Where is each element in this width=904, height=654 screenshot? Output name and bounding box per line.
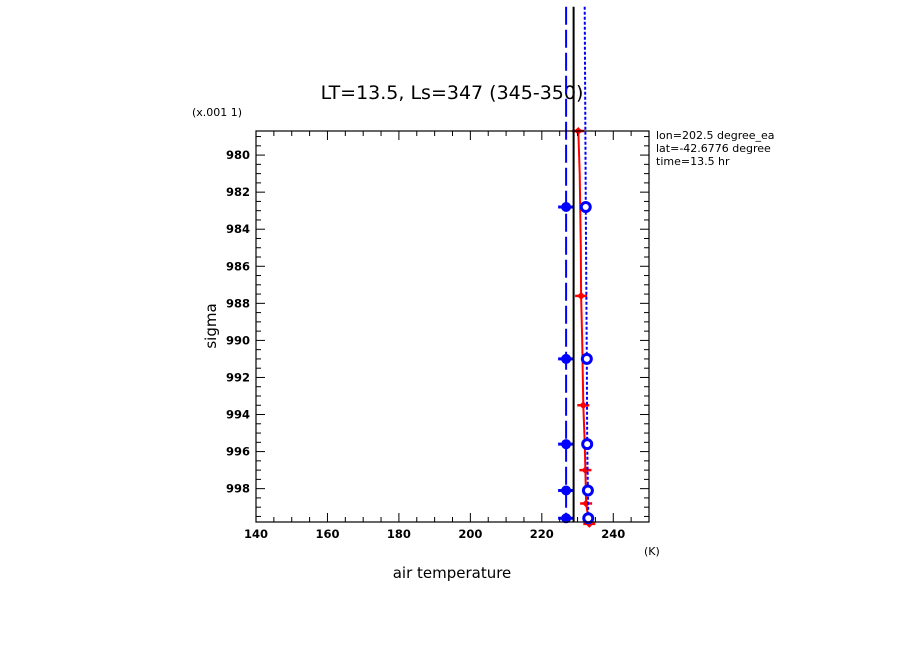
x-tick-label: 180 [387,527,411,541]
series-layer [558,6,596,528]
series-1-line [577,130,591,525]
series-4-marker [581,484,594,497]
y-tick-label: 996 [226,445,250,459]
y-tick-label: 980 [226,148,250,162]
x-tick-label: 140 [244,527,268,541]
y-tick-label: 988 [226,296,250,310]
y-tick-label: 982 [226,185,250,199]
series-4-marker [581,438,594,451]
y-scale-label: (x.001 1) [192,106,242,119]
y-tick-label: 998 [226,482,250,496]
y-tick-label: 990 [226,333,250,347]
annotation-time: time=13.5 hr [656,155,730,168]
x-tick-label: 220 [530,527,554,541]
chart-title: LT=13.5, Ls=347 (345-350) [321,82,584,104]
plot-frame [255,130,650,523]
x-tick-label: 240 [601,527,625,541]
annotation-lat: lat=-42.6776 degree [656,142,771,155]
annotation-lon: lon=202.5 degree_ea [656,129,775,142]
annotation-lines: lon=202.5 degree_ea lat=-42.6776 degree … [656,129,775,168]
annotation-clip [780,125,810,173]
y-axis-label: sigma [202,303,220,348]
y-tick-label: 984 [226,222,250,236]
y-tick-label: 986 [226,259,250,273]
series-4-marker [582,512,595,525]
series-4-marker [580,352,593,365]
x-axis-label: air temperature [393,564,512,582]
x-tick-label: 200 [458,527,482,541]
y-tick-label: 994 [226,408,250,422]
y-tick-label: 992 [226,370,250,384]
axis-layer: 140 160 180 200 220 240 980 982 984 986 988 990 992 9… [226,131,650,541]
x-tick-label: 160 [315,527,339,541]
series-4-marker [579,200,592,213]
x-units-label: (K) [644,545,660,558]
